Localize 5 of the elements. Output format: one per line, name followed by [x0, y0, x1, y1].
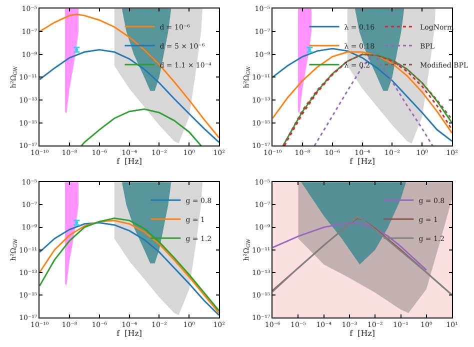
line-series	[40, 49, 220, 144]
x-axis-title: f [Hz]	[116, 157, 142, 166]
x-axis-title: f [Hz]	[350, 329, 376, 338]
x-axis-title: f [Hz]	[350, 157, 376, 166]
x-axis-title: f [Hz]	[116, 329, 142, 338]
